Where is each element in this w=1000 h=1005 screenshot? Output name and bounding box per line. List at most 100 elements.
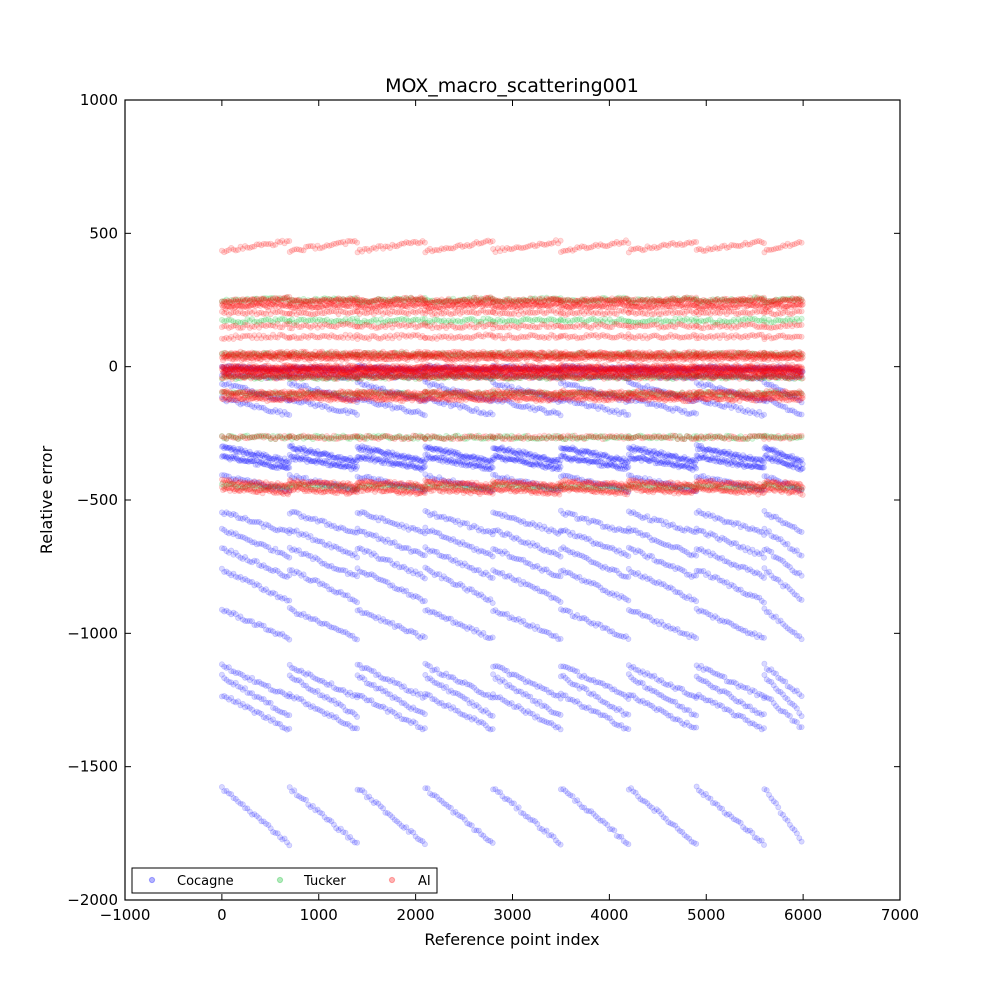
data-point-cocagne (223, 363, 230, 370)
data-point-cocagne (625, 597, 632, 604)
data-point-cocagne (443, 684, 450, 690)
data-point-cocagne (384, 363, 391, 370)
data-point-cocagne (330, 365, 337, 371)
data-point-cocagne (398, 365, 405, 372)
data-point-cocagne (335, 365, 342, 372)
data-point-cocagne (625, 574, 632, 580)
data-point-cocagne (320, 364, 327, 371)
data-point-cocagne (318, 367, 324, 374)
data-point-cocagne (266, 366, 273, 372)
data-point-cocagne (306, 365, 313, 372)
data-point-cocagne (258, 364, 265, 371)
data-point-cocagne (421, 598, 428, 604)
data-point-cocagne (323, 365, 330, 372)
data-point-cocagne (286, 572, 293, 579)
data-point-cocagne (311, 364, 317, 371)
data-point-cocagne (798, 552, 805, 559)
data-point-cocagne (225, 362, 232, 369)
data-point-cocagne (259, 368, 266, 374)
data-point-cocagne (489, 411, 496, 418)
data-point-cocagne (220, 364, 226, 370)
data-point-cocagne (305, 365, 312, 372)
data-point-cocagne (286, 712, 293, 719)
data-point-cocagne (277, 366, 283, 373)
data-point-cocagne (361, 789, 368, 796)
data-point-cocagne (625, 711, 632, 718)
data-point-cocagne (228, 363, 235, 370)
data-point-cocagne (281, 364, 288, 371)
data-point-cocagne (354, 636, 360, 643)
data-point-cocagne (222, 366, 229, 373)
data-point-cocagne (352, 466, 359, 472)
data-point-cocagne (557, 599, 564, 605)
data-point-cocagne (282, 365, 289, 372)
data-point-cocagne (354, 839, 360, 846)
data-point-cocagne (557, 553, 564, 560)
data-point-cocagne (557, 573, 564, 580)
data-point-cocagne (361, 363, 368, 369)
data-point-cocagne (278, 367, 285, 374)
data-point-cocagne (260, 364, 267, 370)
data-point-cocagne (227, 366, 233, 373)
data-point-cocagne (237, 364, 244, 370)
data-point-cocagne (254, 365, 261, 371)
data-point-cocagne (241, 367, 247, 373)
data-point-cocagne (489, 575, 496, 581)
data-point-cocagne (342, 829, 349, 836)
data-point-cocagne (489, 634, 496, 641)
data-point-cocagne (396, 364, 403, 371)
data-point-cocagne (380, 365, 386, 371)
data-point-cocagne (265, 367, 272, 373)
data-point-cocagne (218, 363, 225, 370)
data-point-cocagne (389, 366, 396, 373)
data-point-cocagne (275, 367, 282, 374)
data-point-cocagne (354, 573, 360, 580)
data-point-cocagne (489, 840, 496, 846)
data-point-cocagne (354, 714, 360, 720)
data-point-cocagne (286, 597, 293, 604)
data-point-cocagne (301, 365, 308, 372)
data-point-cocagne (238, 364, 245, 371)
data-point-cocagne (794, 705, 800, 712)
data-point-cocagne (322, 367, 329, 374)
data-point-cocagne (232, 365, 239, 372)
data-point-cocagne (761, 575, 767, 581)
data-point-cocagne (268, 367, 275, 374)
data-point-cocagne (798, 713, 805, 719)
data-point-cocagne (421, 575, 428, 582)
data-point-cocagne (235, 363, 241, 370)
data-point-cocagne (421, 634, 428, 641)
data-point-cocagne (319, 364, 326, 371)
data-point-cocagne (321, 367, 328, 373)
data-point-cocagne (249, 366, 255, 373)
data-point-cocagne (798, 724, 805, 730)
data-point-cocagne (761, 842, 767, 848)
data-point-cocagne (489, 713, 496, 719)
data-point-cocagne (245, 364, 252, 371)
plot-marks (218, 237, 806, 849)
data-point-cocagne (257, 365, 264, 372)
data-point-cocagne (352, 366, 359, 372)
data-point-cocagne (363, 365, 370, 372)
data-point-cocagne (349, 368, 356, 374)
data-point-cocagne (420, 464, 427, 471)
data-point-cocagne (625, 553, 632, 559)
data-point-cocagne (290, 364, 297, 371)
data-point-cocagne (287, 365, 294, 372)
data-point-cocagne (299, 363, 306, 370)
data-point-cocagne (263, 364, 269, 371)
data-point-cocagne (315, 365, 322, 372)
data-point-cocagne (693, 552, 700, 559)
data-point-cocagne (292, 364, 299, 371)
data-point-cocagne (337, 364, 344, 370)
data-point-cocagne (334, 365, 341, 372)
data-point-cocagne (242, 364, 248, 370)
data-point-cocagne (341, 367, 348, 374)
data-point-cocagne (333, 366, 340, 373)
data-point-cocagne (377, 364, 384, 371)
data-point-cocagne (421, 552, 428, 559)
data-point-cocagne (291, 787, 298, 794)
data-point-cocagne (325, 367, 331, 374)
